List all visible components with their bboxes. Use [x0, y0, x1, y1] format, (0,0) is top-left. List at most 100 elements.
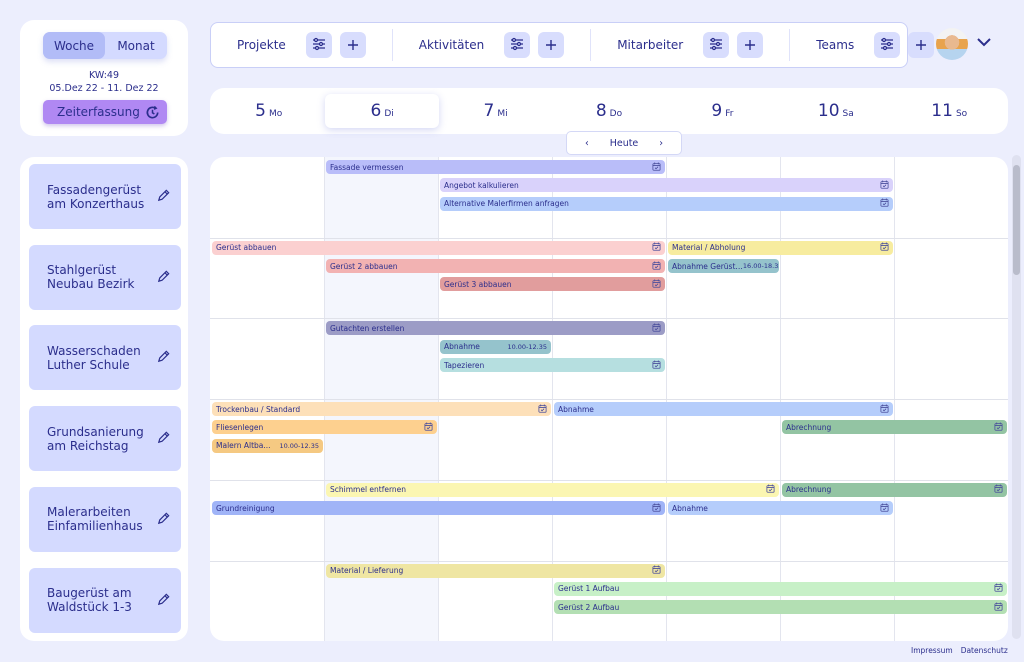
event-bar[interactable]: Malern Altba... 10.00-12.35	[212, 438, 323, 453]
event-bar[interactable]: Gerüst abbauen	[212, 240, 665, 255]
today-button[interactable]: Heute	[609, 137, 639, 149]
event-bar[interactable]: Material / Abholung	[668, 240, 893, 255]
day-fr[interactable]: 9 Fr	[666, 94, 779, 128]
calendar-check-icon	[880, 404, 889, 415]
event-bar[interactable]: Gerüst 1 Aufbau	[554, 581, 1007, 596]
day-number: 10	[817, 101, 840, 121]
event-time: 16.00-18.35	[742, 262, 779, 270]
day-column	[666, 157, 780, 641]
project-card[interactable]: Fassadengerüst am Konzerthaus	[29, 164, 181, 229]
add-button[interactable]	[908, 32, 935, 58]
event-bar[interactable]: Alternative Malerfirmen anfragen	[440, 196, 893, 211]
next-week-button[interactable]: ›	[659, 137, 663, 149]
day-column	[780, 157, 894, 641]
event-bar[interactable]: Tapezieren	[440, 358, 665, 372]
pencil-icon[interactable]	[156, 349, 171, 368]
sliders-icon	[709, 36, 723, 55]
day-sa[interactable]: 10 Sa	[779, 94, 892, 128]
event-bar[interactable]: Fliesenlegen	[212, 420, 437, 435]
project-card[interactable]: Wasserschaden Luther Schule	[29, 325, 181, 391]
view-toggle: Woche Monat	[43, 32, 167, 59]
event-bar[interactable]: Trockenbau / Standard	[212, 402, 551, 417]
scrollbar[interactable]	[1012, 155, 1021, 639]
pencil-icon[interactable]	[156, 592, 171, 611]
event-bar[interactable]: Gerüst 3 abbauen	[440, 277, 665, 292]
event-title: Abnahme Gerüst…	[672, 261, 743, 271]
event-bar[interactable]: Abnahme	[668, 501, 893, 516]
week-view-button[interactable]: Woche	[43, 32, 105, 59]
event-bar[interactable]: Gerüst 2 Aufbau	[554, 600, 1007, 615]
event-title: Schimmel entfernen	[330, 485, 407, 495]
clock-refresh-icon	[146, 105, 159, 118]
day-number: 8	[595, 101, 607, 121]
event-bar[interactable]: Abrechnung	[782, 482, 1007, 497]
weekday: Di	[384, 109, 394, 119]
add-button[interactable]	[339, 32, 366, 58]
event-bar[interactable]: Abnahme 10.00-12.35	[440, 339, 551, 354]
project-card[interactable]: Grundsanierung am Reichstag	[29, 406, 181, 472]
calendar-check-icon	[880, 180, 889, 191]
filter-button[interactable]	[504, 32, 531, 58]
calendar-check-icon	[994, 602, 1003, 613]
event-bar[interactable]: Fassade vermessen	[326, 160, 665, 174]
event-bar[interactable]: Material / Lieferung	[326, 563, 665, 578]
filter-button[interactable]	[703, 32, 730, 58]
event-bar[interactable]: Grundreinigung	[212, 501, 665, 516]
scrollbar-thumb[interactable]	[1013, 165, 1020, 275]
add-button[interactable]	[538, 32, 565, 58]
day-mi[interactable]: 7 Mi	[439, 94, 552, 128]
pencil-icon[interactable]	[156, 269, 171, 288]
event-title: Fliesenlegen	[216, 422, 264, 432]
add-button[interactable]	[737, 32, 764, 58]
weekday: Fr	[725, 109, 734, 119]
event-title: Malern Altba...	[216, 441, 271, 451]
event-bar[interactable]: Angebot kalkulieren	[440, 178, 893, 193]
event-title: Material / Abholung	[672, 243, 746, 253]
chevron-down-icon[interactable]	[976, 36, 992, 48]
project-card[interactable]: Baugerüst am Waldstück 1-3	[29, 567, 181, 633]
event-title: Fassade vermessen	[330, 162, 404, 172]
event-bar[interactable]: Gerüst 2 abbauen	[326, 259, 665, 273]
project-name: Baugerüst am Waldstück 1-3	[47, 586, 132, 614]
day-number: 11	[931, 101, 953, 121]
project-list: Fassadengerüst am Konzerthaus Stahlgerüst…	[20, 157, 188, 641]
filter-button[interactable]	[305, 32, 332, 58]
calendar-check-icon	[538, 404, 547, 415]
event-bar[interactable]: Gutachten erstellen	[326, 321, 665, 336]
event-bar[interactable]: Abnahme	[554, 402, 893, 417]
pencil-icon[interactable]	[156, 430, 171, 449]
weekday: So	[955, 109, 968, 119]
pencil-icon[interactable]	[156, 511, 171, 530]
time-tracking-button[interactable]: Zeiterfassung	[43, 100, 167, 124]
event-bar[interactable]: Schimmel entfernen	[326, 482, 779, 497]
user-avatar[interactable]	[936, 28, 968, 60]
calendar-check-icon	[994, 484, 1003, 495]
sliders-icon	[880, 36, 894, 55]
prev-week-button[interactable]: ‹	[585, 137, 589, 149]
filter-button[interactable]	[874, 32, 901, 58]
event-title: Abnahme	[558, 404, 594, 414]
day-di[interactable]: 6 Di	[325, 94, 439, 128]
event-time: 10.00-12.35	[507, 342, 547, 351]
month-view-button[interactable]: Monat	[117, 38, 155, 53]
event-bar[interactable]: Abrechnung	[782, 420, 1007, 435]
event-title: Material / Lieferung	[330, 566, 404, 575]
pencil-icon[interactable]	[156, 188, 171, 207]
project-name: Grundsanierung am Reichstag	[47, 424, 144, 453]
day-so[interactable]: 11 So	[893, 94, 1006, 128]
calendar-check-icon	[994, 422, 1003, 433]
day-mo[interactable]: 5 Mo	[212, 94, 325, 128]
day-column	[324, 157, 438, 641]
project-card[interactable]: Malerarbeiten Einfamilienhaus	[29, 486, 181, 552]
project-card[interactable]: Stahlgerüst Neubau Bezirk	[29, 244, 181, 310]
week-range: 05.Dez 22 - 11. Dez 22	[49, 83, 159, 94]
datenschutz-link[interactable]: Datenschutz	[960, 646, 1008, 655]
time-tracking-label: Zeiterfassung	[57, 105, 140, 119]
impressum-link[interactable]: Impressum	[911, 646, 953, 655]
calendar-check-icon	[880, 503, 889, 514]
day-do[interactable]: 8 Do	[552, 94, 665, 128]
day-column	[552, 157, 666, 641]
event-title: Tapezieren	[444, 360, 485, 370]
event-bar[interactable]: Abnahme Gerüst… 16.00-18.35	[668, 259, 779, 273]
row-divider	[210, 479, 1008, 481]
